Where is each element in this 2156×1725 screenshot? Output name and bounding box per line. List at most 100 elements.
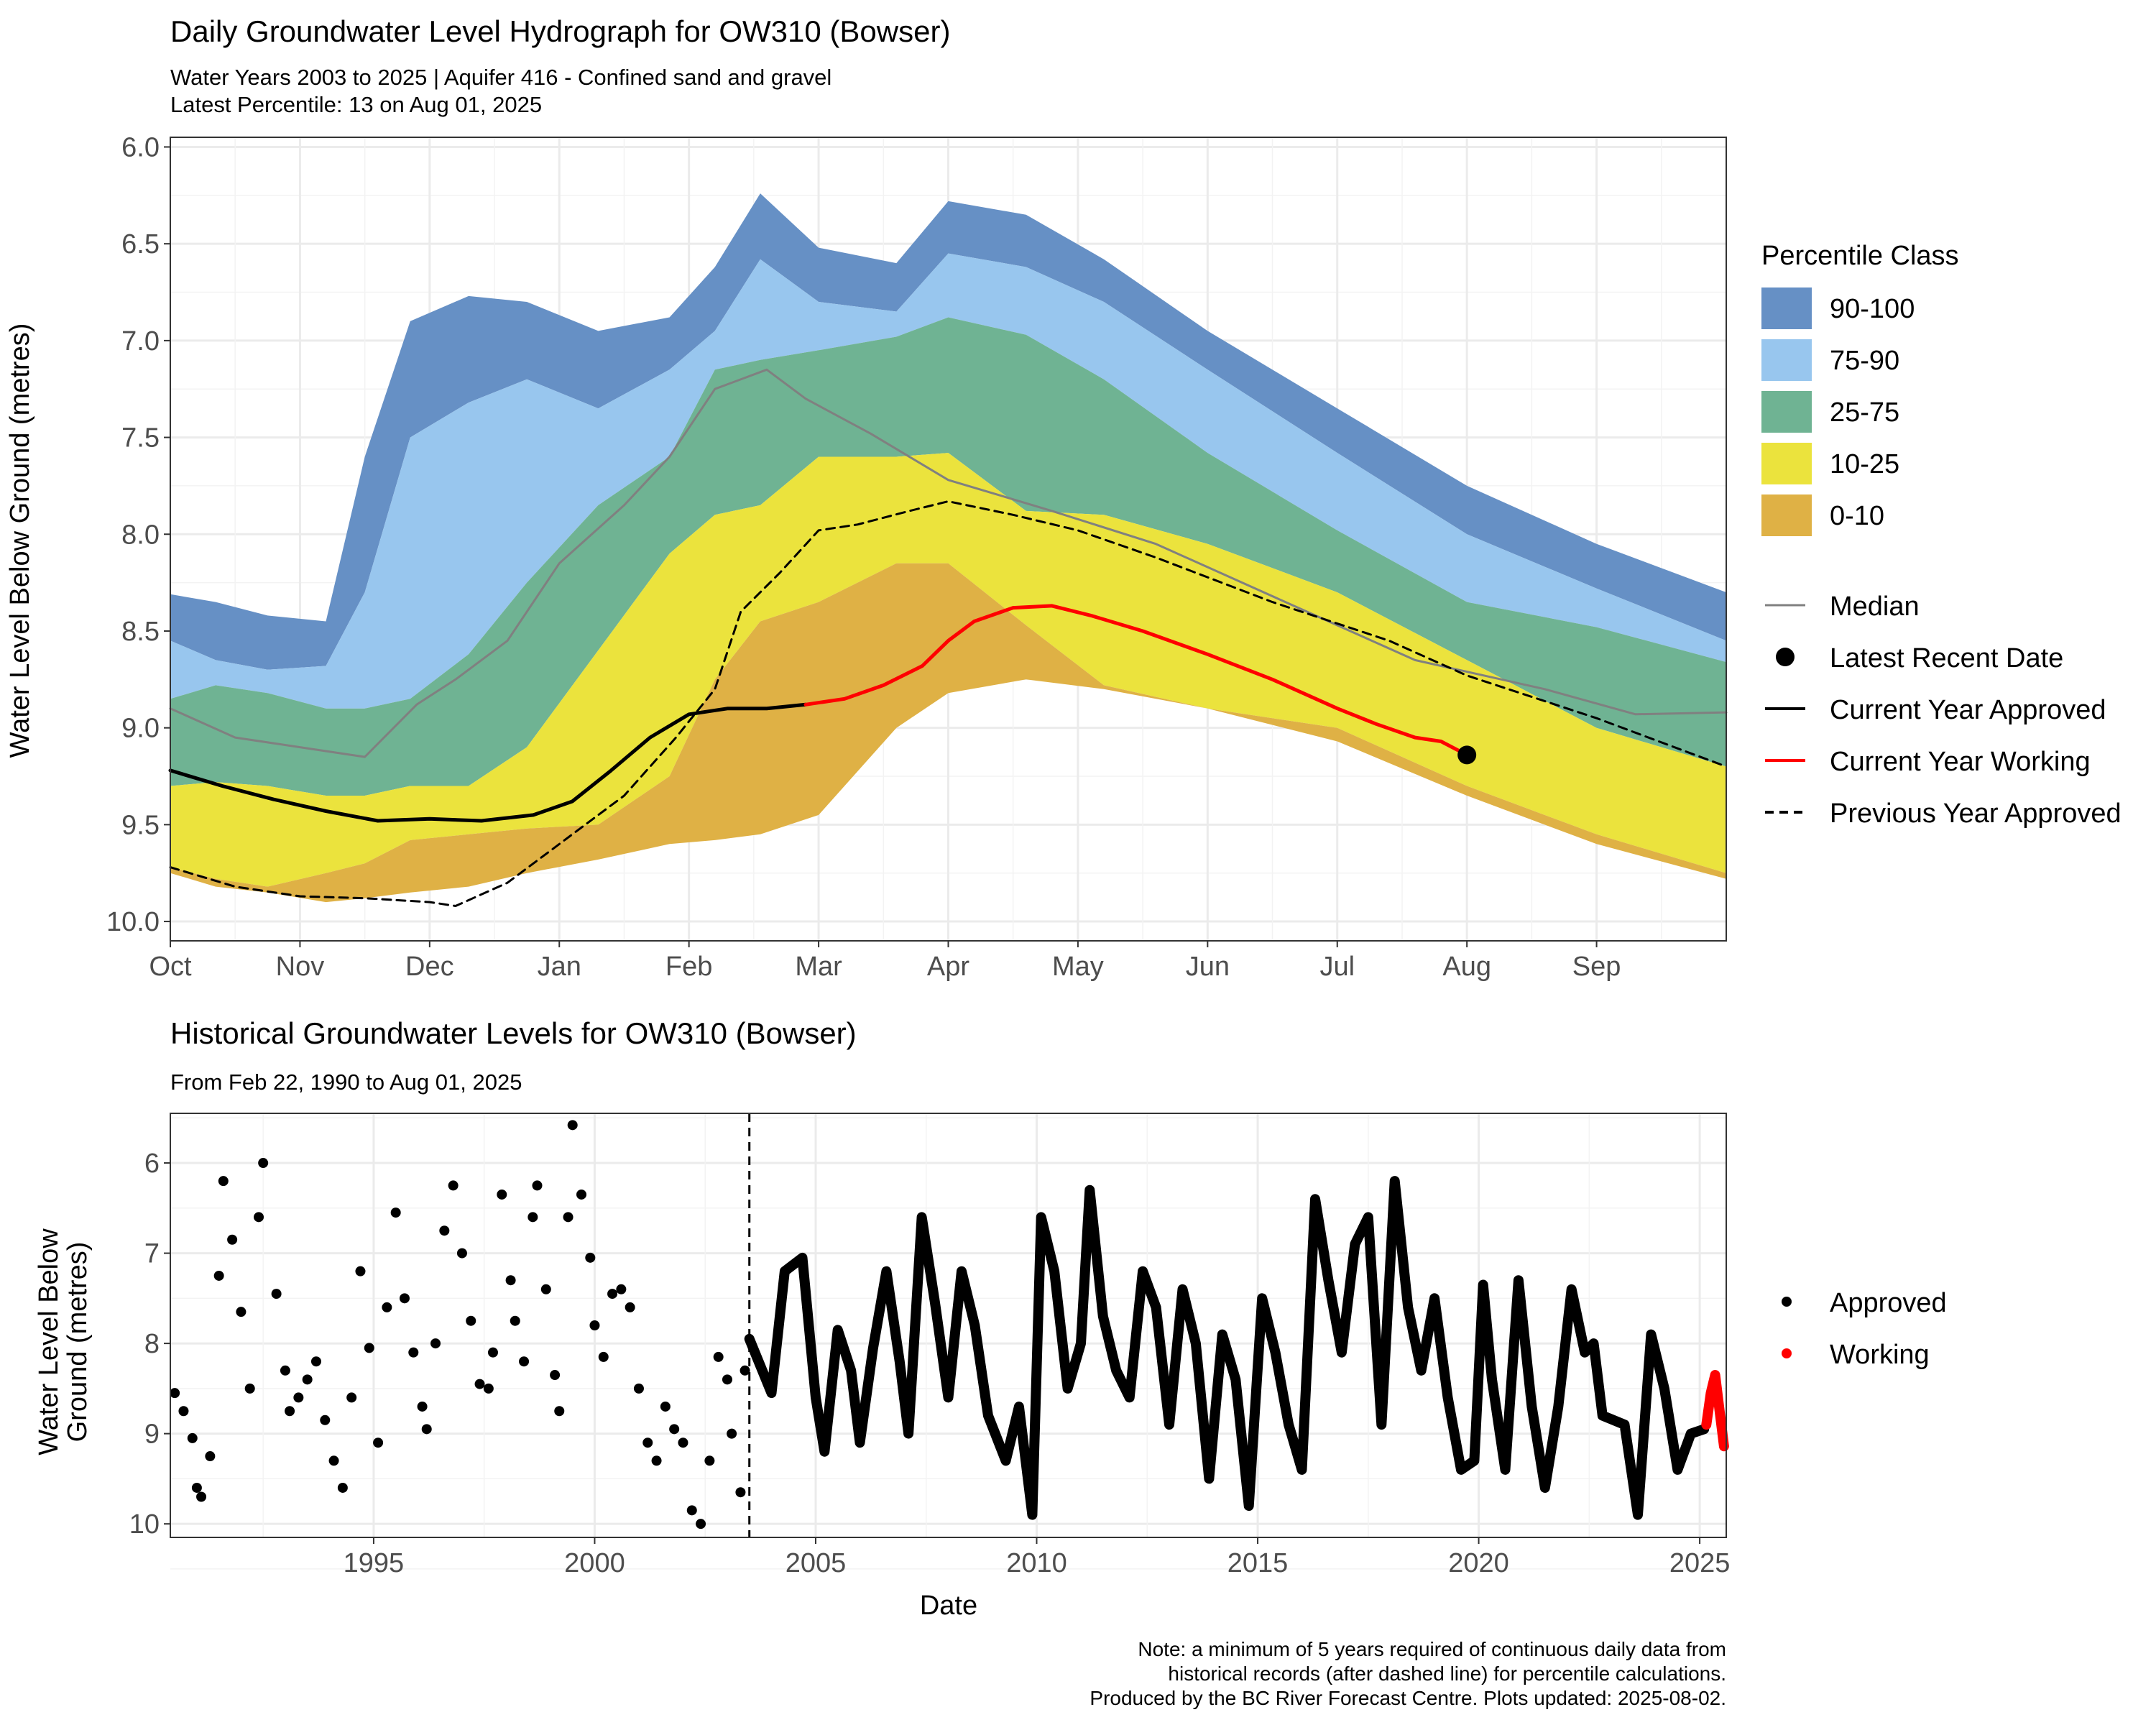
approved-point [589, 1320, 600, 1330]
approved-point [258, 1158, 269, 1169]
approved-point [651, 1455, 662, 1466]
approved-point [170, 1388, 180, 1399]
band-10-25 [170, 453, 1726, 887]
approved-point [456, 1248, 467, 1259]
approved-point [187, 1432, 198, 1443]
historical-legend-label: Working [1830, 1340, 1930, 1370]
hydrograph-y-tick-label: 10.0 [106, 907, 160, 937]
median-line [169, 368, 1728, 758]
approved-point [528, 1212, 538, 1223]
legend-swatch-0-10 [1761, 494, 1812, 536]
historical-x-ticks: 1995 2000 2005 2010 2015 2020 2025 [344, 1537, 1731, 1578]
hydrograph-x-tick-label: May [1052, 952, 1104, 982]
hydrograph-panel: Daily Groundwater Level Hydrograph for O… [5, 14, 1728, 982]
approved-point [483, 1383, 494, 1394]
legend-label-band: 10-25 [1830, 449, 1899, 479]
hydrograph-title: Daily Groundwater Level Hydrograph for O… [170, 14, 950, 48]
hydrograph-subtitle-line-2: Latest Percentile: 13 on Aug 01, 2025 [170, 92, 542, 117]
historical-y-tick-label: 9 [144, 1420, 160, 1450]
historical-x-tick-label: 2015 [1227, 1548, 1289, 1578]
approved-point [497, 1189, 507, 1200]
approved-point [196, 1491, 207, 1502]
approved-point [532, 1180, 543, 1191]
approved-point [466, 1315, 476, 1326]
legend-label-line: Current Year Working [1830, 747, 2091, 777]
approved-point [439, 1225, 450, 1236]
footnote: Note: a minimum of 5 years required of c… [1089, 1638, 1726, 1709]
approved-point [213, 1270, 224, 1281]
legend-swatch-25-75 [1761, 391, 1812, 433]
approved-point [678, 1438, 688, 1448]
approved-point [191, 1482, 202, 1493]
percentile-bands [170, 193, 1726, 903]
approved-point [585, 1252, 596, 1263]
legend-label-line: Latest Recent Date [1830, 643, 2063, 673]
legend-latest-point [1776, 648, 1795, 666]
approved-point [598, 1351, 609, 1362]
legend-label-band: 25-75 [1830, 397, 1899, 428]
approved-point [510, 1315, 520, 1326]
approved-point [540, 1284, 551, 1294]
band-0-10 [170, 563, 1726, 903]
hydrograph-y-tick-label: 9.0 [121, 714, 160, 744]
approved-point [550, 1370, 561, 1381]
hydrograph-x-tick-label: Jan [538, 952, 581, 982]
legend-swatch-90-100 [1761, 288, 1812, 329]
historical-y-axis-label-line-1: Water Level Below [34, 1228, 64, 1455]
band-90-100 [170, 193, 1726, 670]
historical-panel-border [170, 1113, 1727, 1538]
approved-point [285, 1406, 295, 1417]
approved-point [696, 1519, 706, 1530]
band-25-75 [170, 317, 1726, 796]
approved-point [727, 1428, 737, 1439]
approved-point [328, 1455, 339, 1466]
historical-x-tick-label: 1995 [344, 1548, 405, 1578]
approved-point [616, 1284, 627, 1294]
approved-point [417, 1401, 428, 1412]
historical-y-tick-label: 6 [144, 1149, 160, 1179]
approved-point [722, 1374, 732, 1385]
hydrograph-x-tick-label: Jun [1186, 952, 1230, 982]
approved-point [448, 1180, 459, 1191]
legend-label-line: Current Year Approved [1830, 695, 2106, 725]
approved-point [430, 1338, 441, 1349]
historical-x-tick-label: 2025 [1669, 1548, 1731, 1578]
approved-point [399, 1293, 410, 1304]
approved-point [474, 1379, 485, 1389]
previous-year-approved-line [169, 500, 1728, 907]
legend-swatch-75-90 [1761, 339, 1812, 381]
hydrograph-lines [168, 368, 1728, 907]
hydrograph-x-tick-label: Jul [1319, 952, 1355, 982]
approved-point [686, 1505, 697, 1516]
approved-point [713, 1351, 724, 1362]
legend-swatch-10-25 [1761, 443, 1812, 484]
approved-point [320, 1414, 331, 1425]
band-75-90 [170, 253, 1726, 709]
approved-point [607, 1289, 618, 1300]
historical-subtitle: From Feb 22, 1990 to Aug 01, 2025 [170, 1070, 522, 1095]
approved-point [218, 1176, 229, 1187]
latest-recent-date-point [1457, 745, 1477, 765]
historical-points [170, 1113, 1729, 1537]
percentile-legend-title: Percentile Class [1761, 241, 1959, 271]
historical-y-tick-label: 7 [144, 1239, 160, 1269]
hydrograph-y-tick-label: 7.0 [121, 326, 160, 356]
legend-label-band: 0-10 [1830, 501, 1884, 531]
hydrograph-y-tick-label: 8.0 [121, 520, 160, 550]
approved-point [373, 1438, 384, 1448]
hydrograph-y-ticks: 6.0 6.5 7.0 7.5 8.0 8.5 9.0 9.5 10.0 [106, 132, 170, 937]
hydrograph-x-ticks: Oct Nov Dec Jan Feb Mar Apr May Jun Jul Aug Sep [149, 941, 1621, 982]
hydrograph-x-tick-label: Aug [1442, 952, 1491, 982]
legend-label-band: 75-90 [1830, 346, 1899, 376]
footnote-line-2: historical records (after dashed line) f… [1168, 1662, 1726, 1685]
footnote-line-3: Produced by the BC River Forecast Centre… [1089, 1687, 1726, 1709]
hydrograph-subtitle-line-1: Water Years 2003 to 2025 | Aquifer 416 -… [170, 65, 831, 90]
approved-point [205, 1451, 216, 1462]
approved-point [280, 1365, 290, 1376]
approved-point [408, 1347, 419, 1358]
historical-y-tick-label: 8 [144, 1329, 160, 1359]
approved-point [421, 1424, 432, 1435]
approved-point [669, 1424, 680, 1435]
band-legend-items: 90-100 75-90 25-75 10-25 0-10 [1761, 288, 1915, 536]
approved-point [364, 1343, 374, 1353]
